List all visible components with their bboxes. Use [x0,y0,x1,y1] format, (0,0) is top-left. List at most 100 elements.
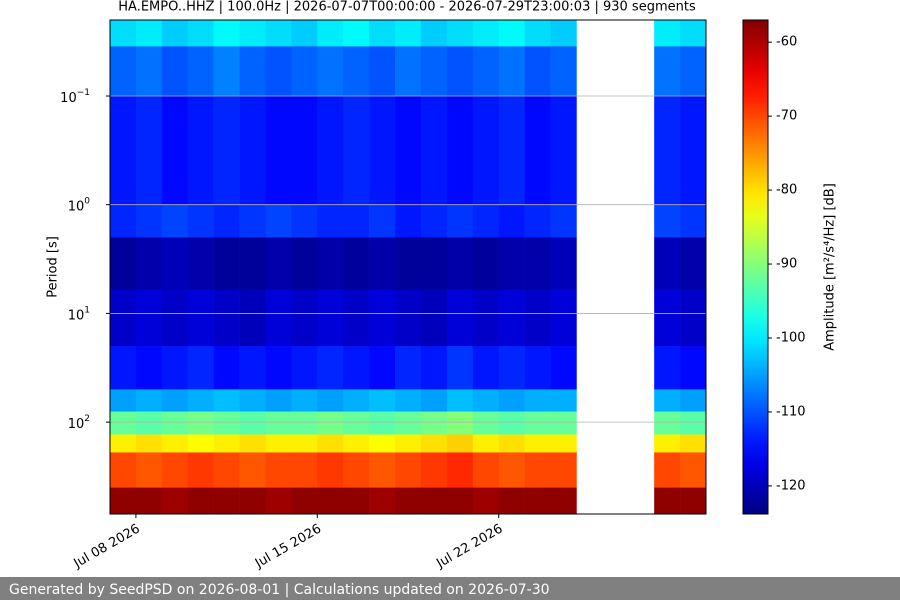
psd-cell [291,95,318,206]
colorbar-tick-label: -60 [776,35,797,50]
psd-cell [498,389,525,412]
psd-cell [110,434,137,453]
psd-cell [161,346,189,390]
psd-cell [187,46,214,97]
psd-cell [420,411,448,435]
psd-cell [446,204,474,238]
psd-cell [550,452,577,488]
psd-cell [187,289,214,347]
psd-cell [369,46,396,97]
psd-cell [498,434,525,453]
psd-cell [446,20,474,47]
psd-cell [680,95,707,206]
colorbar-tick-label: -70 [776,109,797,124]
psd-cell [161,389,189,412]
psd-cell [291,46,318,97]
psd-cell [498,487,525,515]
psd-cell [369,434,396,453]
psd-cell [472,95,499,206]
psd-cell [395,452,422,488]
psd-cell [135,389,163,412]
psd-cell [498,20,525,47]
psd-cell [291,237,318,290]
psd-cell [524,95,551,206]
psd-cell [654,95,681,206]
psd-cell [395,389,422,412]
footer-bar [0,577,900,600]
psd-cell [550,289,577,347]
psd-cell [213,237,240,290]
psd-cell [161,95,189,206]
psd-cell [343,204,370,238]
psd-cell [213,487,240,515]
psd-cell [446,346,474,390]
psd-cell [265,487,292,515]
psd-cell [110,411,137,435]
psd-cell [317,204,344,238]
psd-cell [498,411,525,435]
psd-cell [680,411,707,435]
psd-cell [213,289,240,347]
psd-cell [550,237,577,290]
psd-cell [213,46,240,97]
psd-cell [472,237,499,290]
psd-cell [110,95,137,206]
psd-cell [550,204,577,238]
colorbar-tick-label: -100 [776,330,806,345]
psd-cell [420,95,448,206]
psd-cell [369,411,396,435]
psd-cell [161,434,189,453]
psd-cell [135,20,163,47]
psd-cell [317,434,344,453]
y-tick-base: 10 [68,308,85,323]
psd-cell [161,20,189,47]
psd-cell [550,346,577,390]
psd-cell [187,411,214,435]
psd-cell [498,452,525,488]
colorbar-tick-label: -110 [776,404,806,419]
psd-cell [291,389,318,412]
psd-cell [524,346,551,390]
psd-cell [187,95,214,206]
psd-cell [395,289,422,347]
psd-cell [369,452,396,488]
plot-frame [109,19,707,515]
psd-cell [213,411,240,435]
psd-cell [135,237,163,290]
psd-cell [524,411,551,435]
psd-cell [446,411,474,435]
psd-cell [291,204,318,238]
psd-cell [524,237,551,290]
psd-cell [524,487,551,515]
psd-cell [265,95,292,206]
colorbar-tick-label: -90 [776,257,797,272]
psd-cell [110,46,137,97]
psd-cell [265,204,292,238]
psd-cell [187,346,214,390]
psd-cell [446,46,474,97]
psd-cell [265,411,292,435]
psd-cell [161,487,189,515]
psd-cell [550,46,577,97]
psd-cell [680,20,707,47]
psd-cell [369,204,396,238]
psd-cell [472,389,499,412]
psd-cell [446,289,474,347]
psd-cell [420,434,448,453]
x-tick-label: Jul 22 2026 [433,522,505,572]
y-tick-base: 10 [68,417,85,432]
psd-cell [317,46,344,97]
psd-cell [343,452,370,488]
psd-cell [524,289,551,347]
psd-cell [420,46,448,97]
psd-cell [654,46,681,97]
psd-cell [680,204,707,238]
psd-cell [472,20,499,47]
psd-cell [654,452,681,488]
psd-cell [317,452,344,488]
psd-cell [213,434,240,453]
psd-cell [524,452,551,488]
psd-cell [395,204,422,238]
y-tick-label: 100 [68,196,91,214]
psd-cell [420,452,448,488]
